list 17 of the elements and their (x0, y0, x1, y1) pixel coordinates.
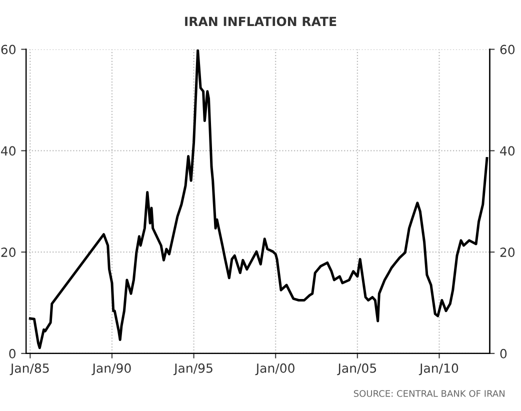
y2-tick-label: 60 (500, 44, 515, 54)
y-tick-label: 40 (1, 146, 16, 156)
y-tick-label: 20 (1, 248, 16, 258)
x-tick-label: Jan/00 (255, 363, 294, 376)
x-tick-label: Jan/05 (337, 363, 376, 376)
x-tick-label: Jan/10 (418, 363, 458, 376)
line-series (28, 49, 488, 350)
y-tick-label: 0 (9, 348, 16, 358)
chart-title: IRAN INFLATION RATE (185, 16, 336, 26)
y2-tick-label: 0 (500, 348, 507, 358)
x-tick-label: Jan/95 (173, 363, 212, 376)
x-tick-label: Jan/85 (10, 363, 49, 376)
source-note: SOURCE: CENTRAL BANK OF IRAN (354, 390, 504, 397)
y2-tick-label: 40 (500, 146, 515, 156)
y-tick-label: 60 (1, 44, 16, 54)
y2-tick-label: 20 (500, 248, 515, 258)
x-tick-label: Jan/90 (92, 363, 131, 376)
